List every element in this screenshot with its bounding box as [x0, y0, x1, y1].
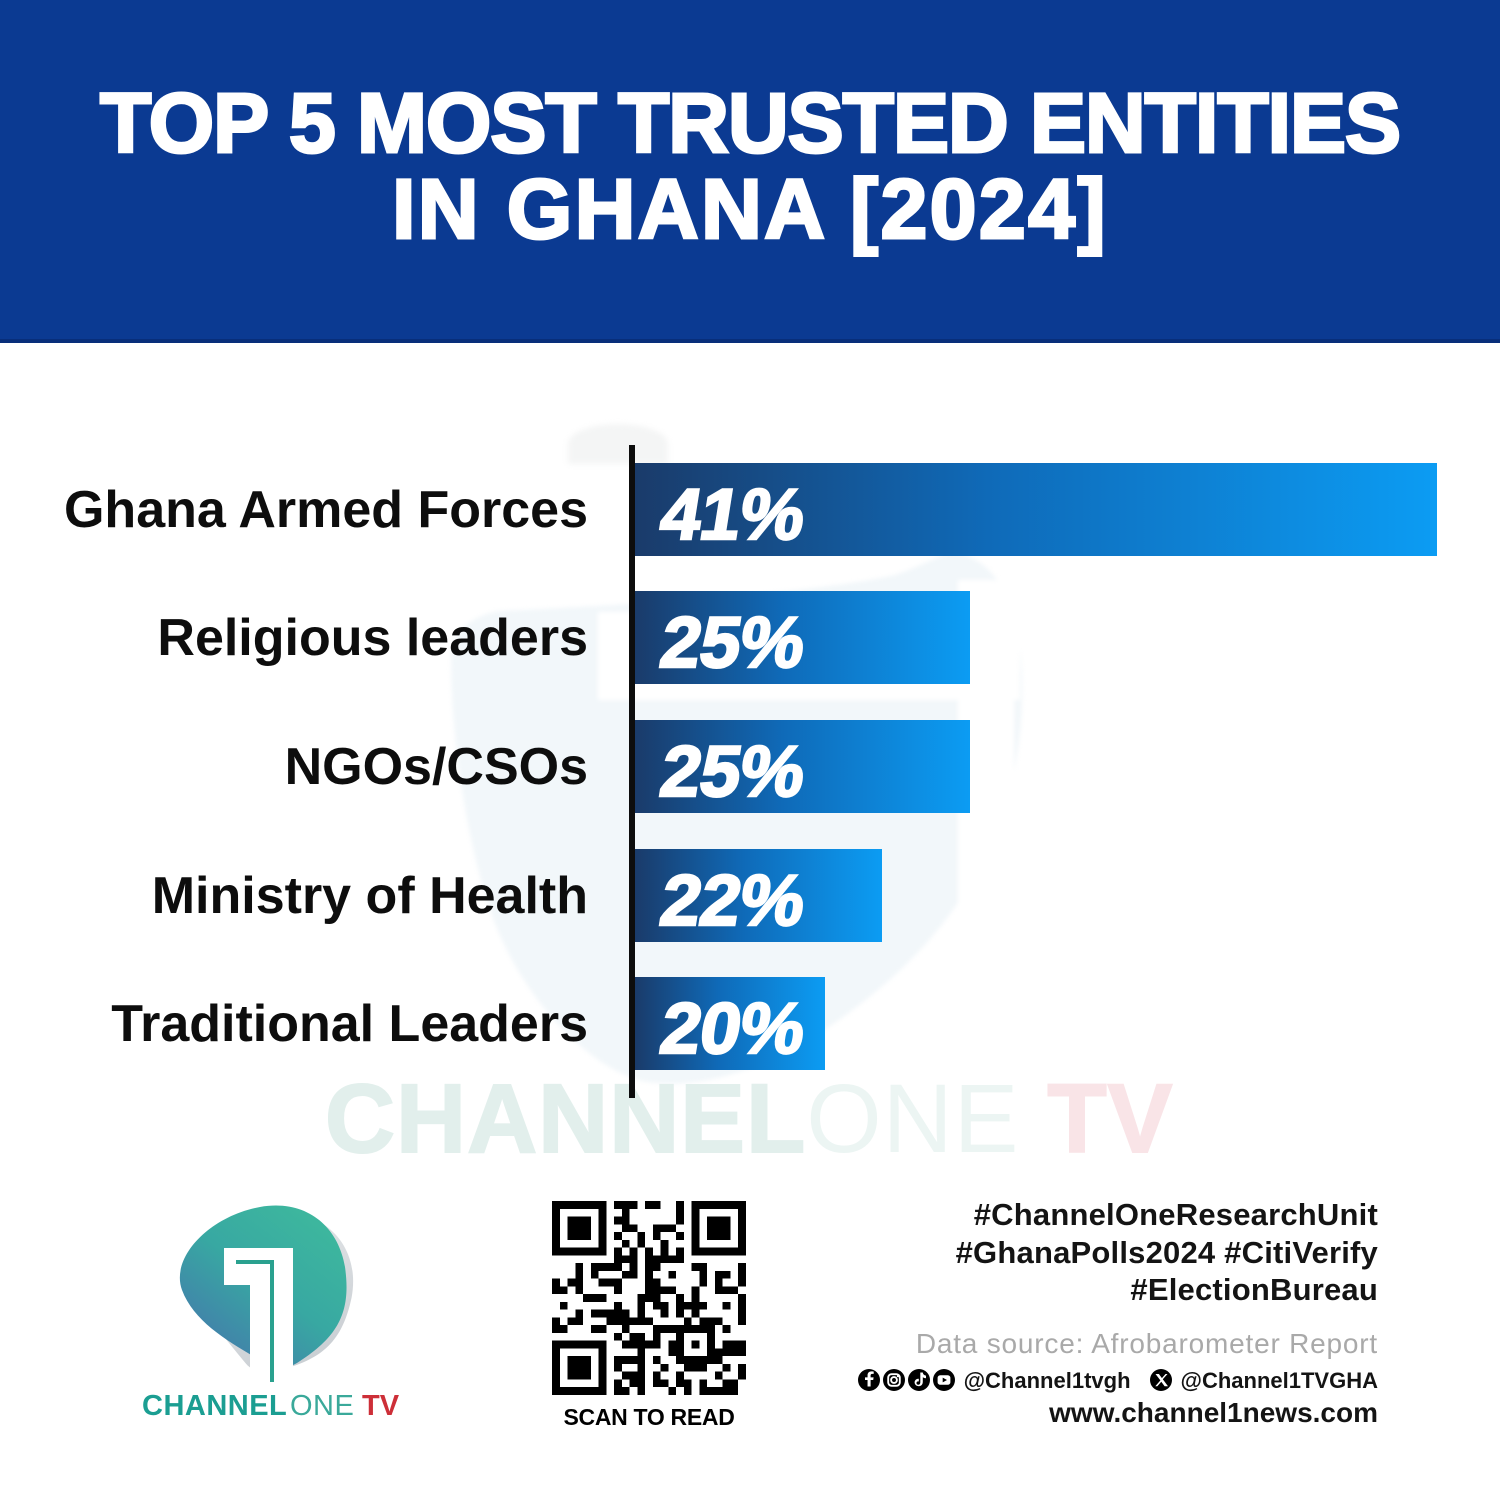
svg-text:ONE: ONE: [290, 1390, 354, 1422]
svg-text:CHANNEL: CHANNEL: [142, 1390, 287, 1422]
svg-text:TV: TV: [362, 1390, 400, 1422]
